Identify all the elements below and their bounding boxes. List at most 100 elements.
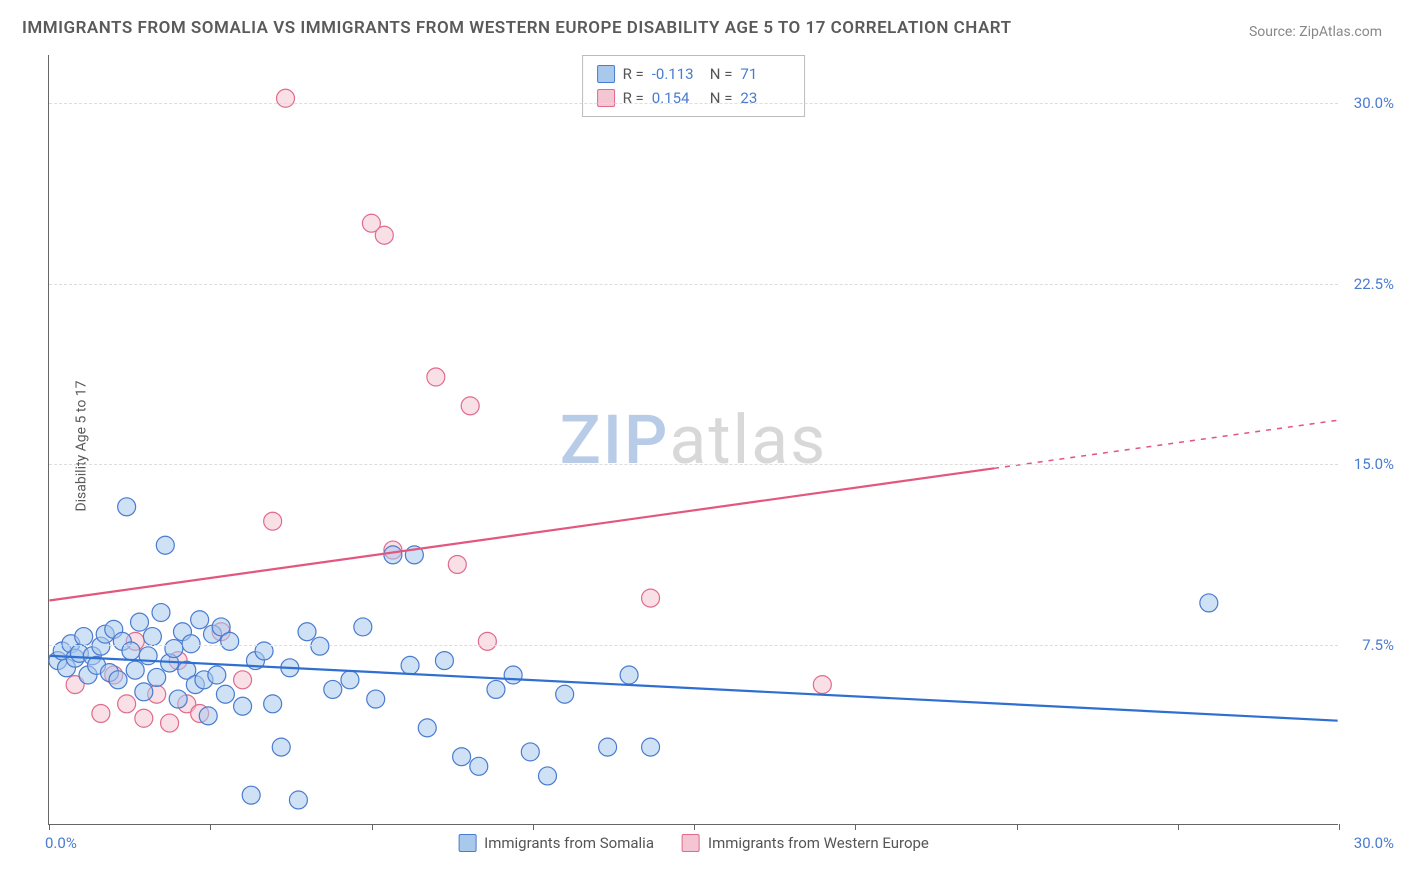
stats-row: R = 0.154 N = 23 [597,86,791,110]
scatter-point [453,748,471,766]
scatter-point [427,368,445,386]
scatter-point [152,604,170,622]
trend-line-dashed [994,420,1338,468]
scatter-point [92,704,110,722]
scatter-point [599,738,617,756]
scatter-point [264,512,282,530]
legend-item: Immigrants from Somalia [458,834,654,852]
scatter-point [216,685,234,703]
scatter-point [131,613,149,631]
stats-box: R = -0.113 N = 71 R = 0.154 N = 23 [582,55,806,117]
scatter-point [234,671,252,689]
x-tick [49,824,50,830]
scatter-point [401,656,419,674]
scatter-point [418,719,436,737]
source-attribution: Source: ZipAtlas.com [1249,24,1382,40]
scatter-point [264,695,282,713]
scatter-point [435,652,453,670]
swatch-icon [597,89,615,107]
x-tick [1017,824,1018,830]
scatter-point [642,589,660,607]
bottom-legend: Immigrants from Somalia Immigrants from … [458,834,929,852]
scatter-point [367,690,385,708]
scatter-point [161,714,179,732]
x-tick [372,824,373,830]
scatter-point [143,628,161,646]
scatter-point [156,536,174,554]
scatter-point [221,632,239,650]
stat-r-label: R = [623,86,644,110]
legend-item: Immigrants from Western Europe [682,834,929,852]
scatter-point [487,680,505,698]
legend-label: Immigrants from Somalia [484,834,654,852]
scatter-point [289,791,307,809]
x-tick [1178,824,1179,830]
scatter-point [341,671,359,689]
y-tick-label: 22.5% [1354,275,1394,293]
stat-n-label: N = [710,62,733,86]
scatter-point [620,666,638,684]
scatter-point [384,546,402,564]
scatter-point [324,680,342,698]
scatter-point [118,498,136,516]
y-tick-label: 7.5% [1362,636,1394,654]
stat-r-label: R = [623,62,644,86]
trend-line [49,468,994,600]
gridline [49,645,1338,646]
scatter-point [470,757,488,775]
stat-n-label: N = [710,86,733,110]
scatter-point [135,709,153,727]
stat-r-value: -0.113 [652,62,702,86]
stats-row: R = -0.113 N = 71 [597,62,791,86]
scatter-point [109,671,127,689]
gridline [49,464,1338,465]
stat-r-value: 0.154 [652,86,702,110]
scatter-point [208,666,226,684]
swatch-icon [597,65,615,83]
scatter-point [1200,594,1218,612]
y-tick-label: 15.0% [1354,455,1394,473]
scatter-point [135,683,153,701]
x-tick [855,824,856,830]
swatch-icon [458,834,476,852]
scatter-point [191,611,209,629]
scatter-point [272,738,290,756]
scatter-point [234,697,252,715]
y-tick-label: 30.0% [1354,94,1394,112]
x-tick [533,824,534,830]
scatter-point [448,555,466,573]
chart-svg [49,55,1338,824]
scatter-point [311,637,329,655]
scatter-point [277,89,295,107]
scatter-point [298,623,316,641]
plot-area: ZIPatlas R = -0.113 N = 71 R = 0.154 N =… [48,55,1338,825]
scatter-point [642,738,660,756]
chart-title: IMMIGRANTS FROM SOMALIA VS IMMIGRANTS FR… [22,18,1012,38]
stat-n-value: 71 [740,62,790,86]
scatter-point [148,668,166,686]
scatter-point [539,767,557,785]
swatch-icon [682,834,700,852]
scatter-point [199,707,217,725]
scatter-point [354,618,372,636]
scatter-point [504,666,522,684]
scatter-point [75,628,93,646]
stat-n-value: 23 [740,86,790,110]
x-tick [1339,824,1340,830]
scatter-point [478,632,496,650]
x-axis-max-label: 30.0% [1354,834,1394,852]
scatter-point [242,786,260,804]
scatter-point [165,640,183,658]
scatter-point [118,695,136,713]
gridline [49,103,1338,104]
scatter-point [521,743,539,761]
x-tick [210,824,211,830]
x-tick [694,824,695,830]
scatter-point [461,397,479,415]
scatter-point [375,226,393,244]
scatter-point [169,690,187,708]
scatter-point [126,661,144,679]
gridline [49,284,1338,285]
legend-label: Immigrants from Western Europe [708,834,929,852]
scatter-point [813,676,831,694]
